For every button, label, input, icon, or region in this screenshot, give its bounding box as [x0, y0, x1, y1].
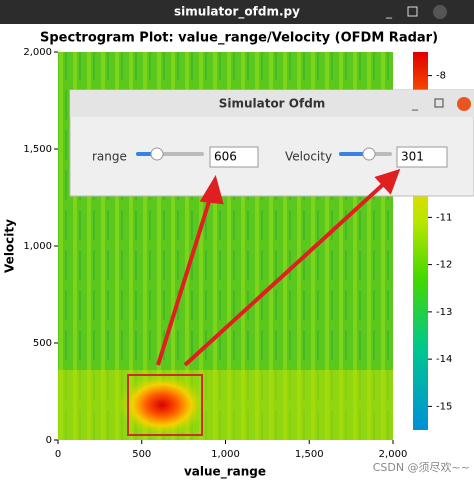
y-tick-label: 0 [46, 435, 52, 446]
arrow-head [374, 168, 401, 195]
heatmap-band [58, 370, 393, 440]
x-tick-label: 2,000 [379, 449, 408, 460]
spinbox[interactable] [209, 146, 259, 168]
colorbar-tick-label: -8 [436, 71, 446, 82]
arrow [156, 191, 214, 366]
colorbar-tick-label: -12 [436, 260, 452, 271]
minimize-button[interactable]: _ [385, 5, 393, 19]
spinbox-value[interactable]: 606 [214, 150, 237, 164]
field-label: range [92, 150, 127, 164]
dialog-minimize[interactable]: _ [411, 97, 419, 111]
y-axis-label: Velocity [3, 219, 17, 273]
colorbar-tick-label: -15 [436, 401, 452, 412]
spinbox[interactable] [396, 146, 448, 168]
dialog-title-bar [70, 90, 474, 117]
y-tick-label: 500 [33, 338, 52, 349]
dialog: Simulator Ofdm _ range 606 Velocity 301 [69, 89, 474, 197]
x-tick-label: 1,000 [211, 449, 240, 460]
arrow-head [199, 174, 224, 205]
window-title: simulator_ofdm.py [174, 5, 300, 20]
watermark: CSDN @须尽欢~~ [373, 460, 470, 474]
x-tick-label: 1,500 [295, 449, 324, 460]
colorbar-tick-label: -11 [436, 212, 452, 223]
annotation-arrows [156, 168, 401, 367]
slider-fill [339, 152, 369, 156]
y-tick-label: 1,500 [23, 144, 52, 155]
spinbox-value[interactable]: 301 [401, 150, 424, 164]
colorbar-tick-label: -14 [436, 354, 452, 365]
slider-handle[interactable] [150, 147, 164, 161]
field-label: Velocity [285, 150, 332, 164]
x-tick-label: 0 [55, 449, 61, 460]
y-tick-label: 1,000 [23, 241, 52, 252]
title-bar [0, 0, 474, 24]
highlight-box [127, 374, 203, 436]
maximize-button[interactable] [407, 6, 418, 17]
colorbar-tick-label: -13 [436, 307, 452, 318]
slider-handle[interactable] [362, 147, 376, 161]
arrow [183, 178, 390, 367]
y-tick-label: 2,000 [23, 47, 52, 58]
plot-title: Spectrogram Plot: value_range/Velocity (… [40, 31, 438, 46]
x-axis-label: value_range [184, 465, 266, 480]
x-tick-label: 500 [132, 449, 151, 460]
dialog-maximize[interactable] [434, 98, 444, 108]
dialog-close[interactable] [457, 97, 471, 111]
close-button[interactable] [433, 5, 447, 19]
dialog-title: Simulator Ofdm [219, 97, 326, 111]
heatmap-peak [117, 373, 207, 437]
